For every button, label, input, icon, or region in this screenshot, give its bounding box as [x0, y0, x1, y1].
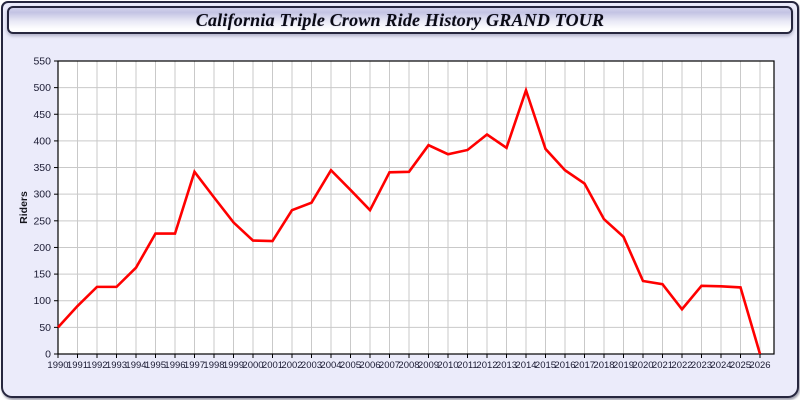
x-tick-label: 2002: [281, 360, 302, 371]
y-tick-label: 200: [33, 242, 51, 254]
x-tick-label: 2000: [242, 360, 263, 371]
y-tick-label: 150: [33, 269, 51, 281]
x-tick-label: 1991: [67, 360, 88, 371]
x-tick-label: 2025: [730, 360, 751, 371]
x-tick-label: 2006: [359, 360, 380, 371]
chart-title-bar: California Triple Crown Ride History GRA…: [7, 6, 793, 34]
x-tick-label: 2026: [749, 360, 770, 371]
y-tick-label: 0: [45, 349, 51, 361]
plot-border: [57, 60, 775, 355]
x-tick-label: 2017: [574, 360, 595, 371]
x-tick-label: 2021: [652, 360, 673, 371]
x-tick-label: 2019: [613, 360, 634, 371]
y-tick-label: 100: [33, 295, 51, 307]
x-tick-label: 2022: [671, 360, 692, 371]
x-tick-label: 2004: [320, 360, 341, 371]
chart-title: California Triple Crown Ride History GRA…: [195, 9, 605, 30]
x-tick-label: 1990: [47, 360, 68, 371]
x-tick-label: 1999: [223, 360, 244, 371]
x-tick-label: 2015: [535, 360, 556, 371]
x-tick-label: 2001: [262, 360, 283, 371]
y-tick-label: 50: [39, 322, 51, 334]
y-tick-label: 300: [33, 189, 51, 201]
x-tick-label: 1993: [106, 360, 127, 371]
x-tick-label: 2024: [710, 360, 731, 371]
x-tick-label: 2018: [593, 360, 614, 371]
y-tick-label: 250: [33, 215, 51, 227]
x-tick-label: 1994: [125, 360, 146, 371]
y-axis-labels: 0 50 100 150 200 250 300 350 400 450 500 550: [33, 56, 51, 361]
x-tick-label: 1996: [164, 360, 185, 371]
x-tick-label: 2014: [515, 360, 536, 371]
x-tick-label: 2008: [398, 360, 419, 371]
y-tick-label: 450: [33, 109, 51, 121]
chart-area: 1990 1991 1992 1993 1994 1995 1996 1997 1998 1999…: [3, 3, 797, 396]
x-tick-label: 2012: [476, 360, 497, 371]
x-tick-label: 2003: [301, 360, 322, 371]
x-axis-labels: 1990199119921993199419951996199719981999…: [47, 360, 770, 371]
ride-history-line-chart: 1990199119921993199419951996199719981999…: [18, 56, 775, 371]
y-tick-label: 500: [33, 82, 51, 94]
x-tick-label: 2007: [379, 360, 400, 371]
y-tick-label: 550: [33, 56, 51, 68]
x-tick-label: 1998: [203, 360, 224, 371]
gridlines: [57, 60, 774, 355]
axis-ticks: [54, 60, 761, 358]
x-tick-label: 2023: [691, 360, 712, 371]
y-tick-label: 350: [33, 162, 51, 174]
x-tick-label: 2010: [437, 360, 458, 371]
x-tick-label: 2009: [418, 360, 439, 371]
x-tick-label: 1995: [145, 360, 166, 371]
plot-background: [58, 61, 774, 354]
x-tick-label: 2020: [632, 360, 653, 371]
riders-series-line: [57, 86, 762, 355]
x-tick-label: 2011: [457, 360, 477, 371]
x-tick-label: 2005: [340, 360, 361, 371]
y-axis-title: Riders: [18, 191, 30, 224]
x-tick-label: 2016: [554, 360, 575, 371]
x-tick-label: 1992: [86, 360, 107, 371]
x-tick-label: 2013: [496, 360, 517, 371]
y-tick-label: 400: [33, 135, 51, 147]
x-tick-label: 1997: [184, 360, 205, 371]
